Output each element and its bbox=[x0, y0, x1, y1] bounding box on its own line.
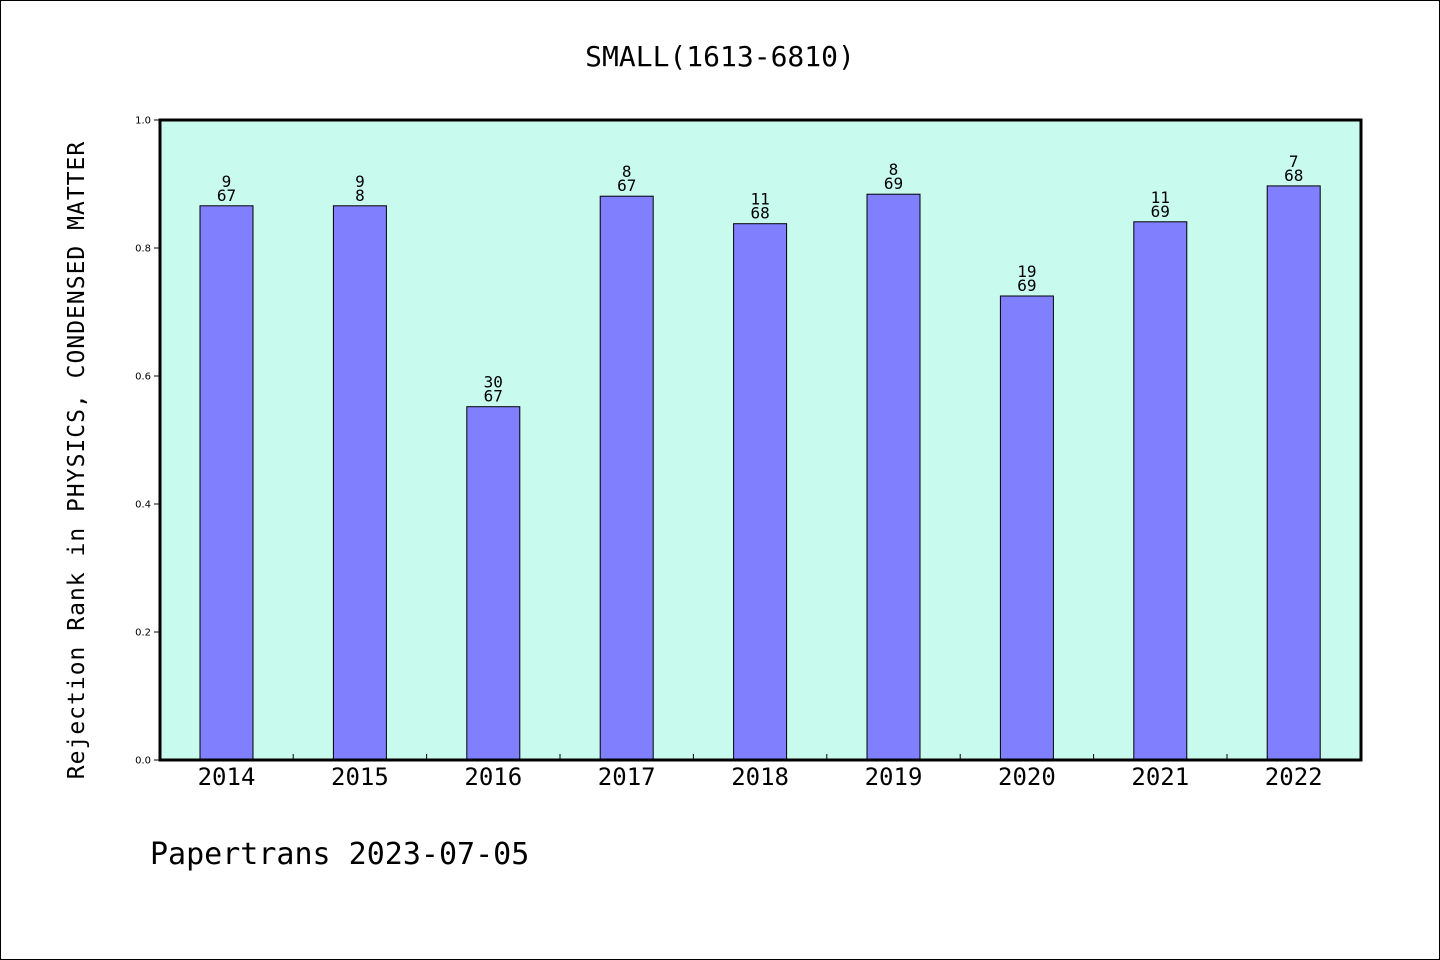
x-tick-label-2016: 2016 bbox=[464, 763, 522, 791]
bar-2016 bbox=[466, 406, 521, 761]
x-axis-ticks: 2014 2015 2016 2017 2018 2019 2020 2021 2022 bbox=[198, 754, 1323, 791]
bar-label-bottom-2022: 68 bbox=[1284, 166, 1303, 185]
x-tick-label-2020: 2020 bbox=[998, 763, 1056, 791]
x-tick-label-2018: 2018 bbox=[731, 763, 789, 791]
bar-label-bottom-2019: 69 bbox=[884, 174, 903, 193]
y-tick-label: 0.8 bbox=[135, 244, 151, 255]
plot-border bbox=[158, 118, 1363, 762]
x-tick-label-2017: 2017 bbox=[598, 763, 656, 791]
y-tick-label: 1.0 bbox=[135, 116, 151, 127]
y-axis-label: Rejection Rank in PHYSICS, CONDENSED MAT… bbox=[64, 141, 90, 779]
bar-2018 bbox=[733, 223, 788, 761]
y-tick-label: 0.4 bbox=[135, 500, 151, 511]
bar-2015 bbox=[332, 205, 387, 761]
bar-label-bottom-2020: 69 bbox=[1017, 276, 1036, 295]
bar-2017 bbox=[599, 195, 654, 761]
bar-2019 bbox=[866, 193, 921, 761]
bar-label-top-2018: 11 bbox=[750, 190, 769, 209]
bar-label-bottom-2021: 69 bbox=[1151, 202, 1170, 221]
bar-2022 bbox=[1266, 185, 1321, 761]
bar-label-top-2020: 19 bbox=[1017, 262, 1036, 281]
bar-label-bottom-2015: 8 bbox=[355, 186, 365, 205]
chart-title: SMALL(1613-6810) bbox=[585, 40, 855, 73]
bar-label-top-2017: 8 bbox=[622, 162, 632, 181]
bar-2014 bbox=[199, 205, 254, 761]
bar-label-top-2021: 11 bbox=[1151, 188, 1170, 207]
bars-layer bbox=[199, 185, 1321, 761]
y-axis-ticks: 0.0 0.2 0.4 0.6 0.8 1.0 bbox=[135, 116, 160, 767]
x-tick-label-2015: 2015 bbox=[331, 763, 389, 791]
bar-2020 bbox=[999, 295, 1054, 761]
bar-label-bottom-2018: 68 bbox=[750, 204, 769, 223]
bar-label-top-2022: 7 bbox=[1289, 152, 1299, 171]
bar-label-bottom-2016: 67 bbox=[484, 387, 503, 406]
bar-label-top-2019: 8 bbox=[889, 160, 899, 179]
y-tick-label: 0.2 bbox=[135, 628, 151, 639]
x-tick-label-2014: 2014 bbox=[198, 763, 256, 791]
bar-label-bottom-2014: 67 bbox=[217, 186, 236, 205]
y-tick-label: 0.6 bbox=[135, 372, 151, 383]
bar-label-top-2016: 30 bbox=[484, 373, 503, 392]
y-tick-label: 0.0 bbox=[135, 756, 151, 767]
bar-label-top-2014: 9 bbox=[222, 172, 232, 191]
bar-label-top-2015: 9 bbox=[355, 172, 365, 191]
x-tick-label-2022: 2022 bbox=[1265, 763, 1323, 791]
bar-2021 bbox=[1133, 221, 1188, 761]
x-tick-label-2019: 2019 bbox=[865, 763, 923, 791]
x-tick-label-2021: 2021 bbox=[1131, 763, 1189, 791]
footer-text: Papertrans 2023-07-05 bbox=[150, 837, 529, 872]
bar-label-bottom-2017: 67 bbox=[617, 176, 636, 195]
